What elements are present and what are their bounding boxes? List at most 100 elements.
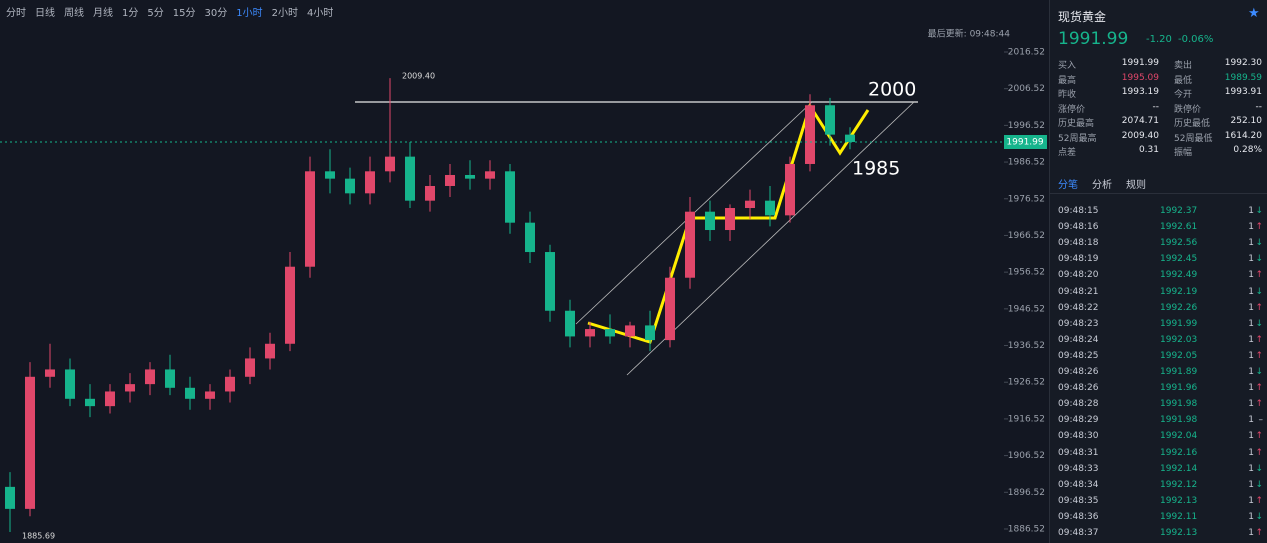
y-tick-label: 2016.52 xyxy=(1008,47,1045,57)
trade-price: 1992.05 xyxy=(1160,350,1198,361)
stat-label: 最低 xyxy=(1174,75,1193,86)
trade-volume: 1 xyxy=(1248,238,1254,249)
low-label: 1885.69 xyxy=(22,532,55,541)
period-button[interactable]: 1分 xyxy=(122,7,138,19)
trade-volume: 1 xyxy=(1248,495,1254,506)
candle-body xyxy=(445,174,455,186)
chart: 最后更新: 09:48:44 分时 日线 周线 月线 1分 5分 15分 30分 1小时 2小时 4… xyxy=(0,6,1047,541)
stat-value: 1993.91 xyxy=(1224,87,1262,97)
last-updated: 最后更新: 09:48:44 xyxy=(928,28,1011,40)
trade-price: 1991.99 xyxy=(1160,318,1198,329)
trade-direction: ↓ xyxy=(1255,511,1263,522)
candle-body xyxy=(345,178,355,194)
target-label: 2000 xyxy=(868,79,916,101)
tab[interactable]: 规则 xyxy=(1126,180,1146,191)
candle-body xyxy=(245,358,255,377)
candle-body xyxy=(565,310,575,337)
period-button[interactable]: 分时 xyxy=(6,7,26,19)
trade-volume: 1 xyxy=(1248,383,1254,394)
trade-time: 09:48:25 xyxy=(1058,350,1099,361)
stat-value: 2074.71 xyxy=(1121,116,1159,126)
trade-volume: 1 xyxy=(1248,350,1254,361)
candle-body xyxy=(505,171,515,223)
quote-panel: 现货黄金 ★ 1991.99 -1.20 -0.06% 买入 1991.99 卖出 1992.3… xyxy=(1049,0,1267,543)
candle-body xyxy=(725,208,735,231)
trade-time: 09:48:22 xyxy=(1058,302,1099,313)
high-label: 2009.40 xyxy=(402,72,435,81)
trade-price: 1992.61 xyxy=(1160,222,1198,233)
trade-volume: 1 xyxy=(1248,318,1254,329)
trade-time: 09:48:19 xyxy=(1058,254,1099,265)
candle-body xyxy=(205,391,215,399)
y-tick-label: 1996.52 xyxy=(1008,121,1045,131)
stat-label: 历史最高 xyxy=(1058,119,1095,129)
period-button[interactable]: 周线 xyxy=(64,6,84,19)
last-price-tag: 1991.99 xyxy=(1006,138,1043,148)
period-button[interactable]: 1小时 xyxy=(236,7,262,19)
y-tick-label: 1926.52 xyxy=(1008,378,1045,388)
candle-body xyxy=(385,156,395,172)
stat-value: 0.28% xyxy=(1233,145,1262,155)
trade-price: 1992.13 xyxy=(1160,495,1198,506)
trade-time: 09:48:37 xyxy=(1058,528,1099,538)
period-button[interactable]: 15分 xyxy=(173,7,196,19)
candle-body xyxy=(185,387,195,399)
tab[interactable]: 分笔 xyxy=(1058,180,1078,191)
stat-value: 252.10 xyxy=(1230,116,1263,126)
trade-price: 1992.56 xyxy=(1160,238,1198,249)
trade-price: 1992.19 xyxy=(1160,286,1198,297)
tab[interactable]: 分析 xyxy=(1092,180,1112,191)
trade-price: 1992.03 xyxy=(1160,334,1198,345)
candle-body xyxy=(285,266,295,344)
stat-value: 1991.99 xyxy=(1121,58,1159,68)
period-button[interactable]: 2小时 xyxy=(272,7,298,19)
trade-time: 09:48:34 xyxy=(1058,479,1099,490)
drawings xyxy=(355,101,918,376)
trade-price: 1992.45 xyxy=(1160,254,1198,265)
trade-time: 09:48:15 xyxy=(1058,206,1099,216)
candle-body xyxy=(745,200,755,209)
trade-price: 1992.14 xyxy=(1160,463,1198,474)
stat-value: 1993.19 xyxy=(1121,87,1159,97)
trade-price: 1991.98 xyxy=(1160,399,1198,410)
y-tick-label: 1986.52 xyxy=(1008,158,1045,168)
candle-body xyxy=(85,398,95,407)
stat-value: 2009.40 xyxy=(1121,130,1159,141)
trade-volume: 1 xyxy=(1248,254,1254,265)
candle-body xyxy=(465,174,475,179)
candle-body xyxy=(165,369,175,388)
trade-direction: ↑ xyxy=(1255,222,1263,233)
quote-price: 1991.99 xyxy=(1058,29,1129,49)
stat-label: 52周最低 xyxy=(1174,133,1213,144)
quote-name: 现货黄金 xyxy=(1058,10,1107,24)
period-button[interactable]: 4小时 xyxy=(307,7,333,19)
period-button[interactable]: 5分 xyxy=(147,7,163,19)
candle-body xyxy=(765,200,775,216)
y-tick-label: 2006.52 xyxy=(1008,84,1045,94)
trade-volume: 1 xyxy=(1248,270,1254,281)
trade-price: 1991.98 xyxy=(1160,415,1198,426)
trade-time: 09:48:18 xyxy=(1058,238,1099,249)
trade-volume: 1 xyxy=(1248,206,1254,216)
trade-direction: ↑ xyxy=(1255,350,1263,361)
period-button[interactable]: 30分 xyxy=(204,7,227,19)
trade-direction: ↑ xyxy=(1255,431,1263,442)
trade-volume: 1 xyxy=(1248,511,1254,522)
trade-price: 1992.49 xyxy=(1160,270,1198,281)
y-tick-label: 1906.52 xyxy=(1008,451,1045,461)
stat-label: 最高 xyxy=(1058,75,1077,86)
trade-direction: ↓ xyxy=(1255,206,1263,216)
trade-direction: ↑ xyxy=(1255,334,1263,345)
period-button[interactable]: 日线 xyxy=(35,6,55,19)
candle-body xyxy=(25,376,35,509)
trade-time: 09:48:35 xyxy=(1058,495,1099,506)
trade-time: 09:48:33 xyxy=(1058,463,1099,474)
period-button[interactable]: 月线 xyxy=(93,6,113,19)
candle-body xyxy=(605,329,615,337)
stat-value: 1992.30 xyxy=(1224,58,1262,68)
stat-label: 52周最高 xyxy=(1058,133,1097,144)
stat-label: 买入 xyxy=(1058,61,1077,71)
stat-label: 卖出 xyxy=(1174,61,1193,71)
trade-time: 09:48:23 xyxy=(1058,318,1099,329)
trade-direction: ↓ xyxy=(1255,238,1263,249)
